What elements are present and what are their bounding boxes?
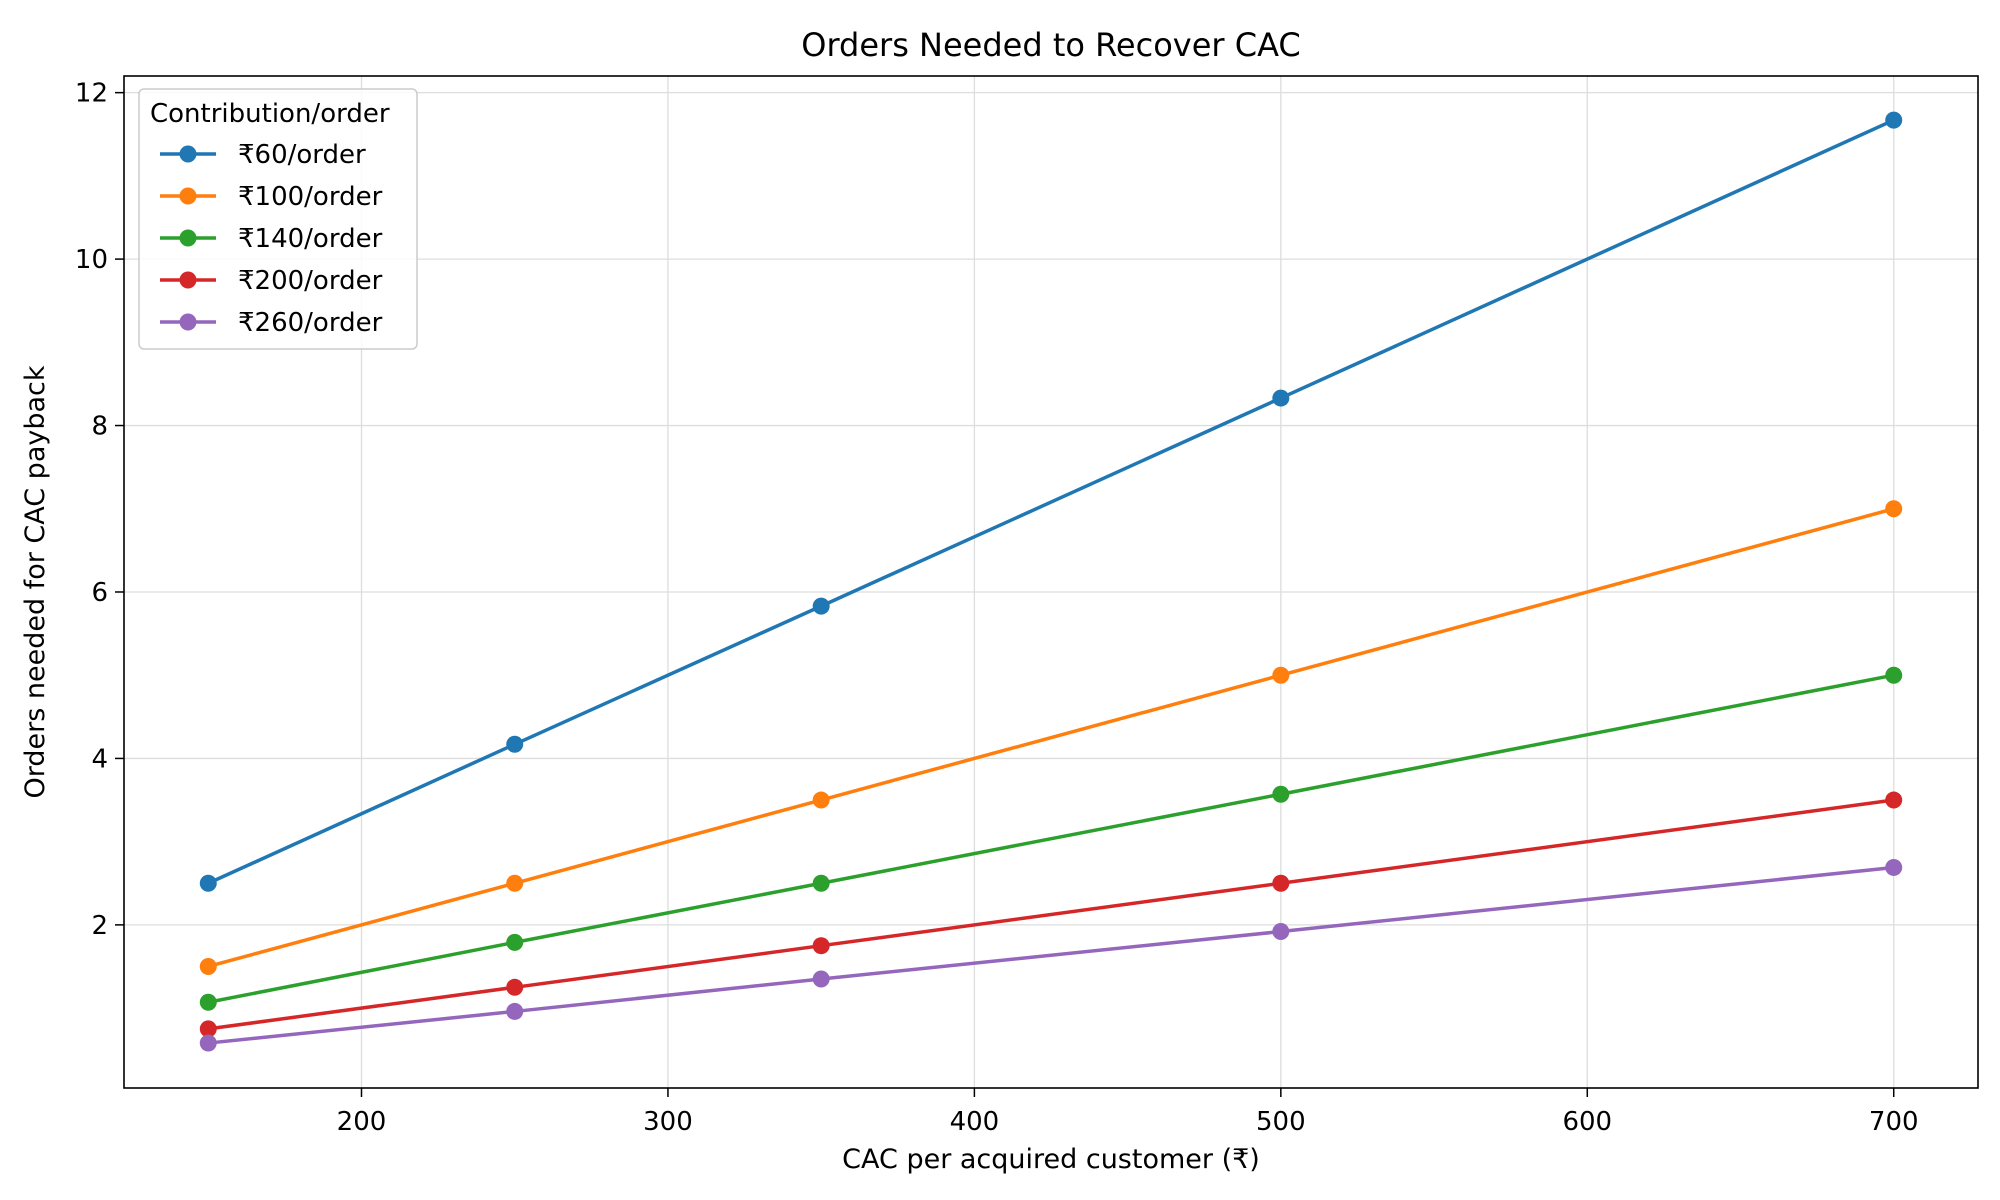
- data-point: [1885, 666, 1903, 684]
- legend-marker: [179, 187, 197, 205]
- x-tick-label: 400: [950, 1107, 1000, 1137]
- data-point: [812, 970, 830, 988]
- legend: Contribution/order ₹60/order ₹100/order ₹1…: [138, 88, 418, 350]
- legend-marker: [179, 145, 197, 163]
- legend-marker: [179, 313, 197, 331]
- data-point: [506, 933, 524, 951]
- data-point: [1272, 389, 1290, 407]
- data-point: [812, 937, 830, 955]
- series-3: [199, 791, 1903, 1038]
- data-point: [506, 978, 524, 996]
- data-point: [1885, 858, 1903, 876]
- x-tick-label: 200: [337, 1107, 387, 1137]
- data-point: [1272, 874, 1290, 892]
- data-point: [1885, 791, 1903, 809]
- legend-label: ₹260/order: [238, 308, 383, 338]
- series-4: [199, 858, 1903, 1052]
- data-point: [199, 874, 217, 892]
- data-point: [506, 1002, 524, 1020]
- grid: [124, 76, 1978, 1088]
- chart-title: Orders Needed to Recover CAC: [801, 26, 1301, 64]
- data-point: [1272, 923, 1290, 941]
- legend-label: ₹60/order: [238, 140, 366, 170]
- x-tick-label: 500: [1256, 1107, 1306, 1137]
- plot-area-frame: [123, 75, 1979, 1089]
- legend-label: ₹140/order: [238, 224, 383, 254]
- series-1: [199, 500, 1903, 975]
- x-tick-label: 300: [643, 1107, 693, 1137]
- data-point: [812, 791, 830, 809]
- axes: 200 300 400 500 600 700 2 4 6 8 10 12: [75, 79, 1919, 1137]
- data-point: [199, 1020, 217, 1038]
- data-point: [812, 597, 830, 615]
- legend-label: ₹100/order: [238, 182, 383, 212]
- data-point: [506, 735, 524, 753]
- y-tick-label: 6: [91, 578, 108, 608]
- legend-label: ₹200/order: [238, 266, 383, 296]
- data-point: [199, 1034, 217, 1052]
- data-point: [1885, 111, 1903, 129]
- y-tick-label: 2: [91, 911, 108, 941]
- data-point: [199, 957, 217, 975]
- y-axis-label: Orders needed for CAC payback: [20, 365, 51, 798]
- data-point: [812, 874, 830, 892]
- y-tick-label: 4: [91, 744, 108, 774]
- series-group: [199, 111, 1903, 1052]
- legend-marker: [179, 271, 197, 289]
- data-point: [1885, 500, 1903, 518]
- series-0: [199, 111, 1903, 892]
- data-point: [1272, 666, 1290, 684]
- data-point: [506, 874, 524, 892]
- data-point: [199, 993, 217, 1011]
- y-tick-label: 10: [75, 245, 108, 275]
- data-point: [1272, 785, 1290, 803]
- y-tick-label: 8: [91, 412, 108, 442]
- series-2: [199, 666, 1903, 1011]
- x-tick-label: 600: [1562, 1107, 1612, 1137]
- legend-title: Contribution/order: [150, 99, 390, 129]
- y-tick-label: 12: [75, 79, 108, 109]
- x-axis-label: CAC per acquired customer (₹): [842, 1144, 1260, 1175]
- legend-marker: [179, 229, 197, 247]
- x-tick-label: 700: [1869, 1107, 1919, 1137]
